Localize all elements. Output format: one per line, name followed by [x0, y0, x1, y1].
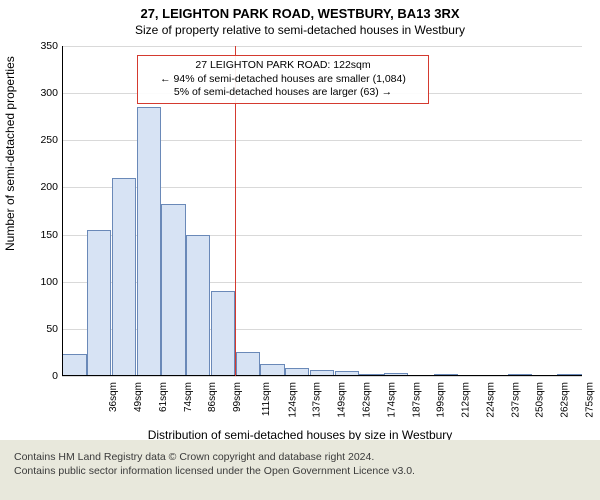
histogram-bar — [87, 230, 111, 376]
annotation-line: 27 LEIGHTON PARK ROAD: 122sqm — [144, 59, 422, 73]
y-tick-label: 0 — [30, 370, 58, 382]
gridline — [62, 376, 582, 377]
x-tick-label: 124sqm — [287, 382, 298, 418]
x-tick-label: 199sqm — [436, 382, 447, 418]
histogram-bar — [186, 235, 210, 376]
annotation-line: 5% of semi-detached houses are larger (6… — [144, 86, 422, 100]
x-tick-label: 61sqm — [158, 382, 169, 412]
x-tick-label: 111sqm — [261, 382, 272, 416]
footer-line-1: Contains HM Land Registry data © Crown c… — [14, 450, 586, 464]
annotation-line: ← 94% of semi-detached houses are smalle… — [144, 73, 422, 87]
chart-subtitle: Size of property relative to semi-detach… — [0, 23, 600, 37]
x-tick-label: 137sqm — [312, 382, 323, 418]
x-tick-label: 36sqm — [108, 382, 119, 412]
chart-title-main: 27, LEIGHTON PARK ROAD, WESTBURY, BA13 3… — [0, 6, 600, 21]
y-tick-label: 100 — [30, 276, 58, 288]
x-tick-label: 86sqm — [207, 382, 218, 412]
histogram-bar — [62, 354, 86, 376]
y-tick-label: 50 — [30, 323, 58, 335]
y-tick-label: 150 — [30, 229, 58, 241]
histogram-bar — [211, 291, 235, 376]
histogram-bar — [137, 107, 161, 376]
y-tick-label: 200 — [30, 181, 58, 193]
attribution-footer: Contains HM Land Registry data © Crown c… — [0, 440, 600, 500]
x-tick-label: 262sqm — [560, 382, 571, 418]
x-tick-label: 149sqm — [337, 382, 348, 418]
x-tick-label: 162sqm — [362, 382, 373, 418]
y-axis-label: Number of semi-detached properties — [3, 231, 17, 251]
plot-area: 27 LEIGHTON PARK ROAD: 122sqm← 94% of se… — [62, 46, 582, 376]
x-tick-label: 275sqm — [584, 382, 595, 418]
x-tick-label: 224sqm — [485, 382, 496, 418]
x-tick-label: 174sqm — [386, 382, 397, 418]
x-tick-label: 212sqm — [461, 382, 472, 418]
y-axis-line — [62, 46, 63, 376]
x-tick-label: 49sqm — [133, 382, 144, 412]
footer-line-2: Contains public sector information licen… — [14, 464, 586, 478]
x-tick-label: 99sqm — [232, 382, 243, 412]
histogram-bar — [112, 178, 136, 376]
y-tick-label: 250 — [30, 134, 58, 146]
y-tick-label: 350 — [30, 40, 58, 52]
x-tick-labels: 36sqm 49sqm 61sqm 74sqm 86sqm 99sqm 111sqm 124s… — [62, 378, 582, 430]
x-axis-line — [62, 375, 582, 376]
reference-annotation-box: 27 LEIGHTON PARK ROAD: 122sqm← 94% of se… — [137, 55, 429, 104]
chart-container: Number of semi-detached properties 27 LE… — [0, 42, 600, 440]
histogram-bar — [161, 204, 185, 376]
x-tick-label: 187sqm — [411, 382, 422, 418]
x-tick-label: 74sqm — [183, 382, 194, 412]
x-tick-label: 237sqm — [510, 382, 521, 418]
y-tick-label: 300 — [30, 87, 58, 99]
histogram-bar — [236, 352, 260, 376]
x-tick-label: 250sqm — [535, 382, 546, 418]
